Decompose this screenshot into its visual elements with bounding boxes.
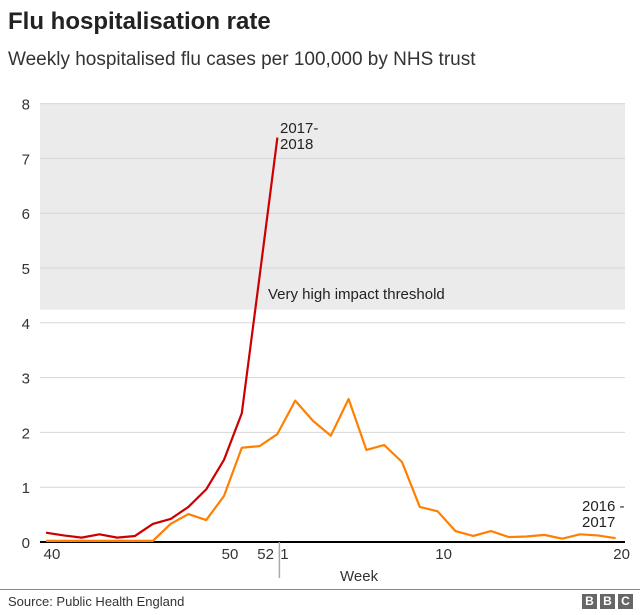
- x-tick-label: 1: [280, 546, 288, 563]
- x-tick-label: 10: [435, 546, 452, 563]
- y-tick-label: 2: [22, 425, 30, 442]
- threshold-band: [40, 103, 625, 310]
- x-tick-label: 50: [222, 546, 239, 563]
- y-tick-label: 6: [22, 206, 30, 223]
- chart-subtitle: Weekly hospitalised flu cases per 100,00…: [8, 49, 476, 70]
- series-label-2017-2018: 2017-: [280, 120, 318, 137]
- series-label-2016-2017-line2: 2017: [582, 514, 615, 531]
- chart-title: Flu hospitalisation rate: [8, 8, 271, 35]
- x-tick-label: 52: [257, 546, 274, 563]
- y-tick-label: 1: [22, 480, 30, 497]
- x-axis-label: Week: [340, 568, 379, 585]
- series-line-2017-2018: [45, 137, 279, 539]
- source-note: Source: Public Health England: [8, 594, 185, 609]
- x-tick-label: 40: [44, 546, 61, 563]
- x-tick-label: 20: [613, 546, 630, 563]
- y-tick-label: 4: [22, 316, 30, 333]
- series-label-2017-2018-line2: 2018: [280, 136, 313, 153]
- y-tick-label: 0: [22, 535, 30, 552]
- series-label-2016-2017: 2016 -: [582, 498, 625, 515]
- footer-divider: [0, 589, 640, 590]
- threshold-label: Very high impact threshold: [268, 286, 445, 303]
- line-chart: 0 1 2 3 4 5 6 7 8 40 50 52 1 10 20 Very high impact t…: [22, 97, 630, 585]
- y-tick-label: 8: [22, 97, 30, 114]
- y-tick-label: 3: [22, 371, 30, 388]
- y-tick-label: 5: [22, 261, 30, 278]
- series-line-2016-2017: [46, 397, 616, 543]
- y-tick-label: 7: [22, 151, 30, 168]
